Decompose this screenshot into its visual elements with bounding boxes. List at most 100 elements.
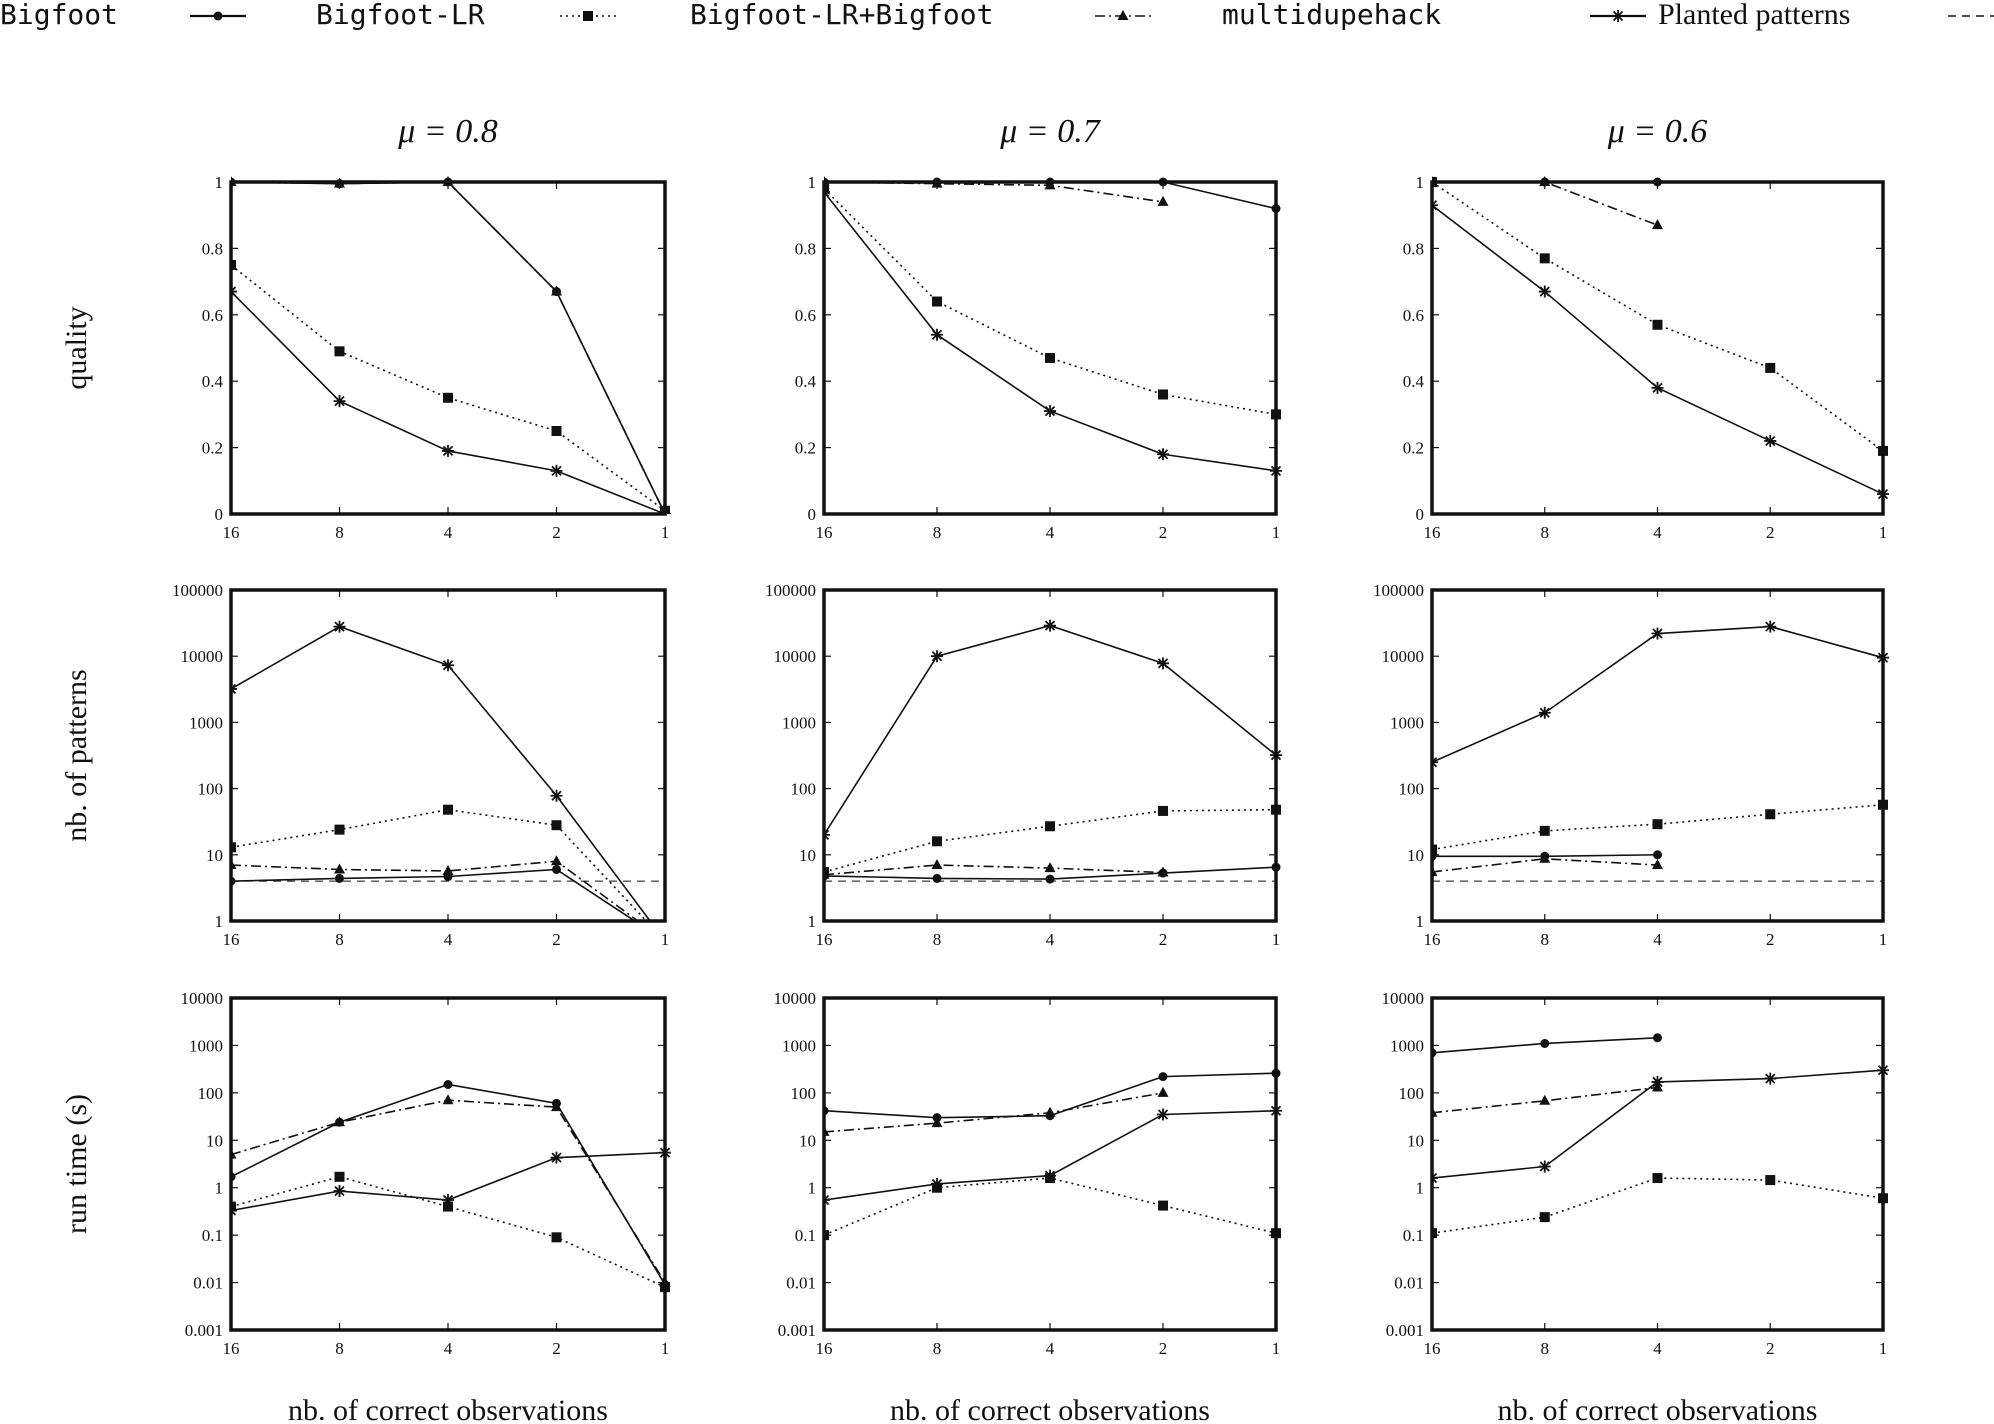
data-point [551, 1232, 562, 1243]
data-point [333, 395, 346, 408]
x-tick-label: 4 [1653, 1339, 1662, 1358]
y-axis-label: quality [60, 306, 93, 389]
x-axis-label: nb. of correct observations [890, 1394, 1210, 1424]
series-line-bigfoot-lr [824, 808, 1277, 873]
y-tick-label: 100 [1399, 780, 1425, 799]
data-point [334, 1116, 345, 1127]
data-point [1539, 825, 1550, 836]
series-line-multidupehack [824, 191, 1277, 472]
series-line-bigfoot-lr-bigfoot [231, 181, 666, 514]
y-tick-label: 0.01 [193, 1274, 223, 1293]
data-point [1653, 850, 1662, 860]
data-point [334, 1171, 345, 1182]
y-tick-label: 1 [1416, 912, 1425, 931]
data-point [1539, 253, 1550, 264]
legend-marker-circle-icon [213, 11, 223, 21]
plot-area [231, 1080, 671, 1293]
data-point [334, 863, 345, 874]
data-point [1044, 619, 1056, 632]
data-point [1158, 1200, 1168, 1211]
series-line-bigfoot-lr-bigfoot [824, 864, 1164, 876]
x-tick-label: 1 [1272, 523, 1281, 542]
plot-area [824, 1068, 1282, 1241]
x-tick-label: 2 [552, 1339, 561, 1358]
data-point [551, 820, 562, 831]
data-point [443, 1201, 453, 1212]
y-tick-label: 0.8 [202, 239, 223, 258]
x-tick-label: 8 [335, 1339, 344, 1358]
y-tick-label: 1 [1416, 1179, 1425, 1198]
data-point [1539, 1212, 1550, 1223]
data-point [1538, 1160, 1551, 1173]
data-point [1044, 862, 1056, 873]
series-line-bigfoot-lr [231, 1175, 666, 1288]
plot-area [1432, 1033, 1889, 1239]
x-tick-label: 8 [933, 1339, 942, 1358]
data-point [1157, 1108, 1169, 1121]
y-tick-label: 0.2 [795, 439, 816, 458]
data-point [443, 804, 453, 815]
x-tick-label: 2 [552, 930, 561, 949]
y-tick-label: 0.1 [202, 1226, 223, 1245]
data-point [550, 1151, 563, 1164]
plot-frame [1430, 588, 1885, 923]
plot-area [824, 619, 1282, 884]
data-point [1652, 319, 1663, 330]
legend: Bigfoot Bigfoot-LR Bigfoot-LR+Bigfoot multi… [0, 0, 1994, 31]
y-tick-label: 0.01 [786, 1274, 816, 1293]
y-tick-label: 0.6 [795, 306, 816, 325]
x-tick-label: 2 [1159, 523, 1168, 542]
subplot: 0.001 0.01 0.1 1 10 100 1000 10000 16 8 4 2 1 [1382, 989, 1889, 1358]
subplot: 0.001 0.01 0.1 1 10 100 1000 10000 16 8 4 2 1 [774, 989, 1282, 1358]
x-tick-label: 2 [1159, 1339, 1168, 1358]
x-tick-label: 8 [933, 523, 942, 542]
data-point [1651, 381, 1664, 394]
data-point [1158, 389, 1168, 400]
data-point [335, 873, 344, 883]
y-tick-label: 0.4 [202, 372, 224, 391]
y-tick-label: 10 [1407, 846, 1424, 865]
legend-label: Bigfoot-LR+Bigfoot [690, 0, 993, 31]
x-tick-label: 8 [933, 930, 942, 949]
data-point [1652, 859, 1663, 870]
subplot: 0 0.2 0.4 0.6 0.8 1 16 8 4 2 1 [795, 173, 1282, 542]
data-point [333, 1185, 346, 1198]
x-tick-label: 16 [1424, 930, 1441, 949]
y-tick-label: 0.8 [795, 239, 816, 258]
plot-frame [822, 996, 1278, 1332]
y-tick-label: 10 [799, 1131, 816, 1150]
data-point [1764, 434, 1777, 447]
x-tick-label: 8 [1541, 930, 1550, 949]
x-tick-label: 1 [661, 930, 670, 949]
data-point [1157, 657, 1169, 670]
legend-marker-star-icon [1612, 10, 1624, 22]
data-point [1157, 195, 1169, 206]
x-tick-label: 4 [1046, 1339, 1055, 1358]
y-tick-label: 0.001 [1386, 1321, 1424, 1340]
y-tick-label: 1 [215, 912, 224, 931]
x-tick-label: 8 [335, 523, 344, 542]
y-tick-label: 1000 [1390, 713, 1424, 732]
data-point [1157, 1086, 1169, 1097]
legend-marker-triangle-icon [1117, 10, 1129, 20]
data-point [931, 1117, 943, 1128]
x-tick-label: 1 [1272, 1339, 1281, 1358]
data-point [1158, 1072, 1168, 1082]
plot-frame [229, 996, 667, 1332]
data-point [1764, 620, 1777, 633]
x-tick-label: 4 [1653, 523, 1662, 542]
series-line-bigfoot-lr-bigfoot [824, 1092, 1164, 1133]
y-tick-label: 0 [215, 505, 224, 524]
x-tick-label: 4 [1046, 930, 1055, 949]
data-point [1044, 1106, 1056, 1117]
y-tick-label: 10000 [181, 989, 224, 1008]
y-tick-label: 0.1 [1403, 1226, 1424, 1245]
y-tick-label: 10000 [774, 989, 817, 1008]
data-point [1652, 819, 1663, 830]
y-tick-label: 1 [215, 1179, 224, 1198]
plot-frame [822, 180, 1278, 516]
data-point [1045, 352, 1055, 363]
y-tick-label: 0.2 [1403, 439, 1424, 458]
data-point [442, 864, 454, 875]
data-point [1539, 852, 1551, 863]
